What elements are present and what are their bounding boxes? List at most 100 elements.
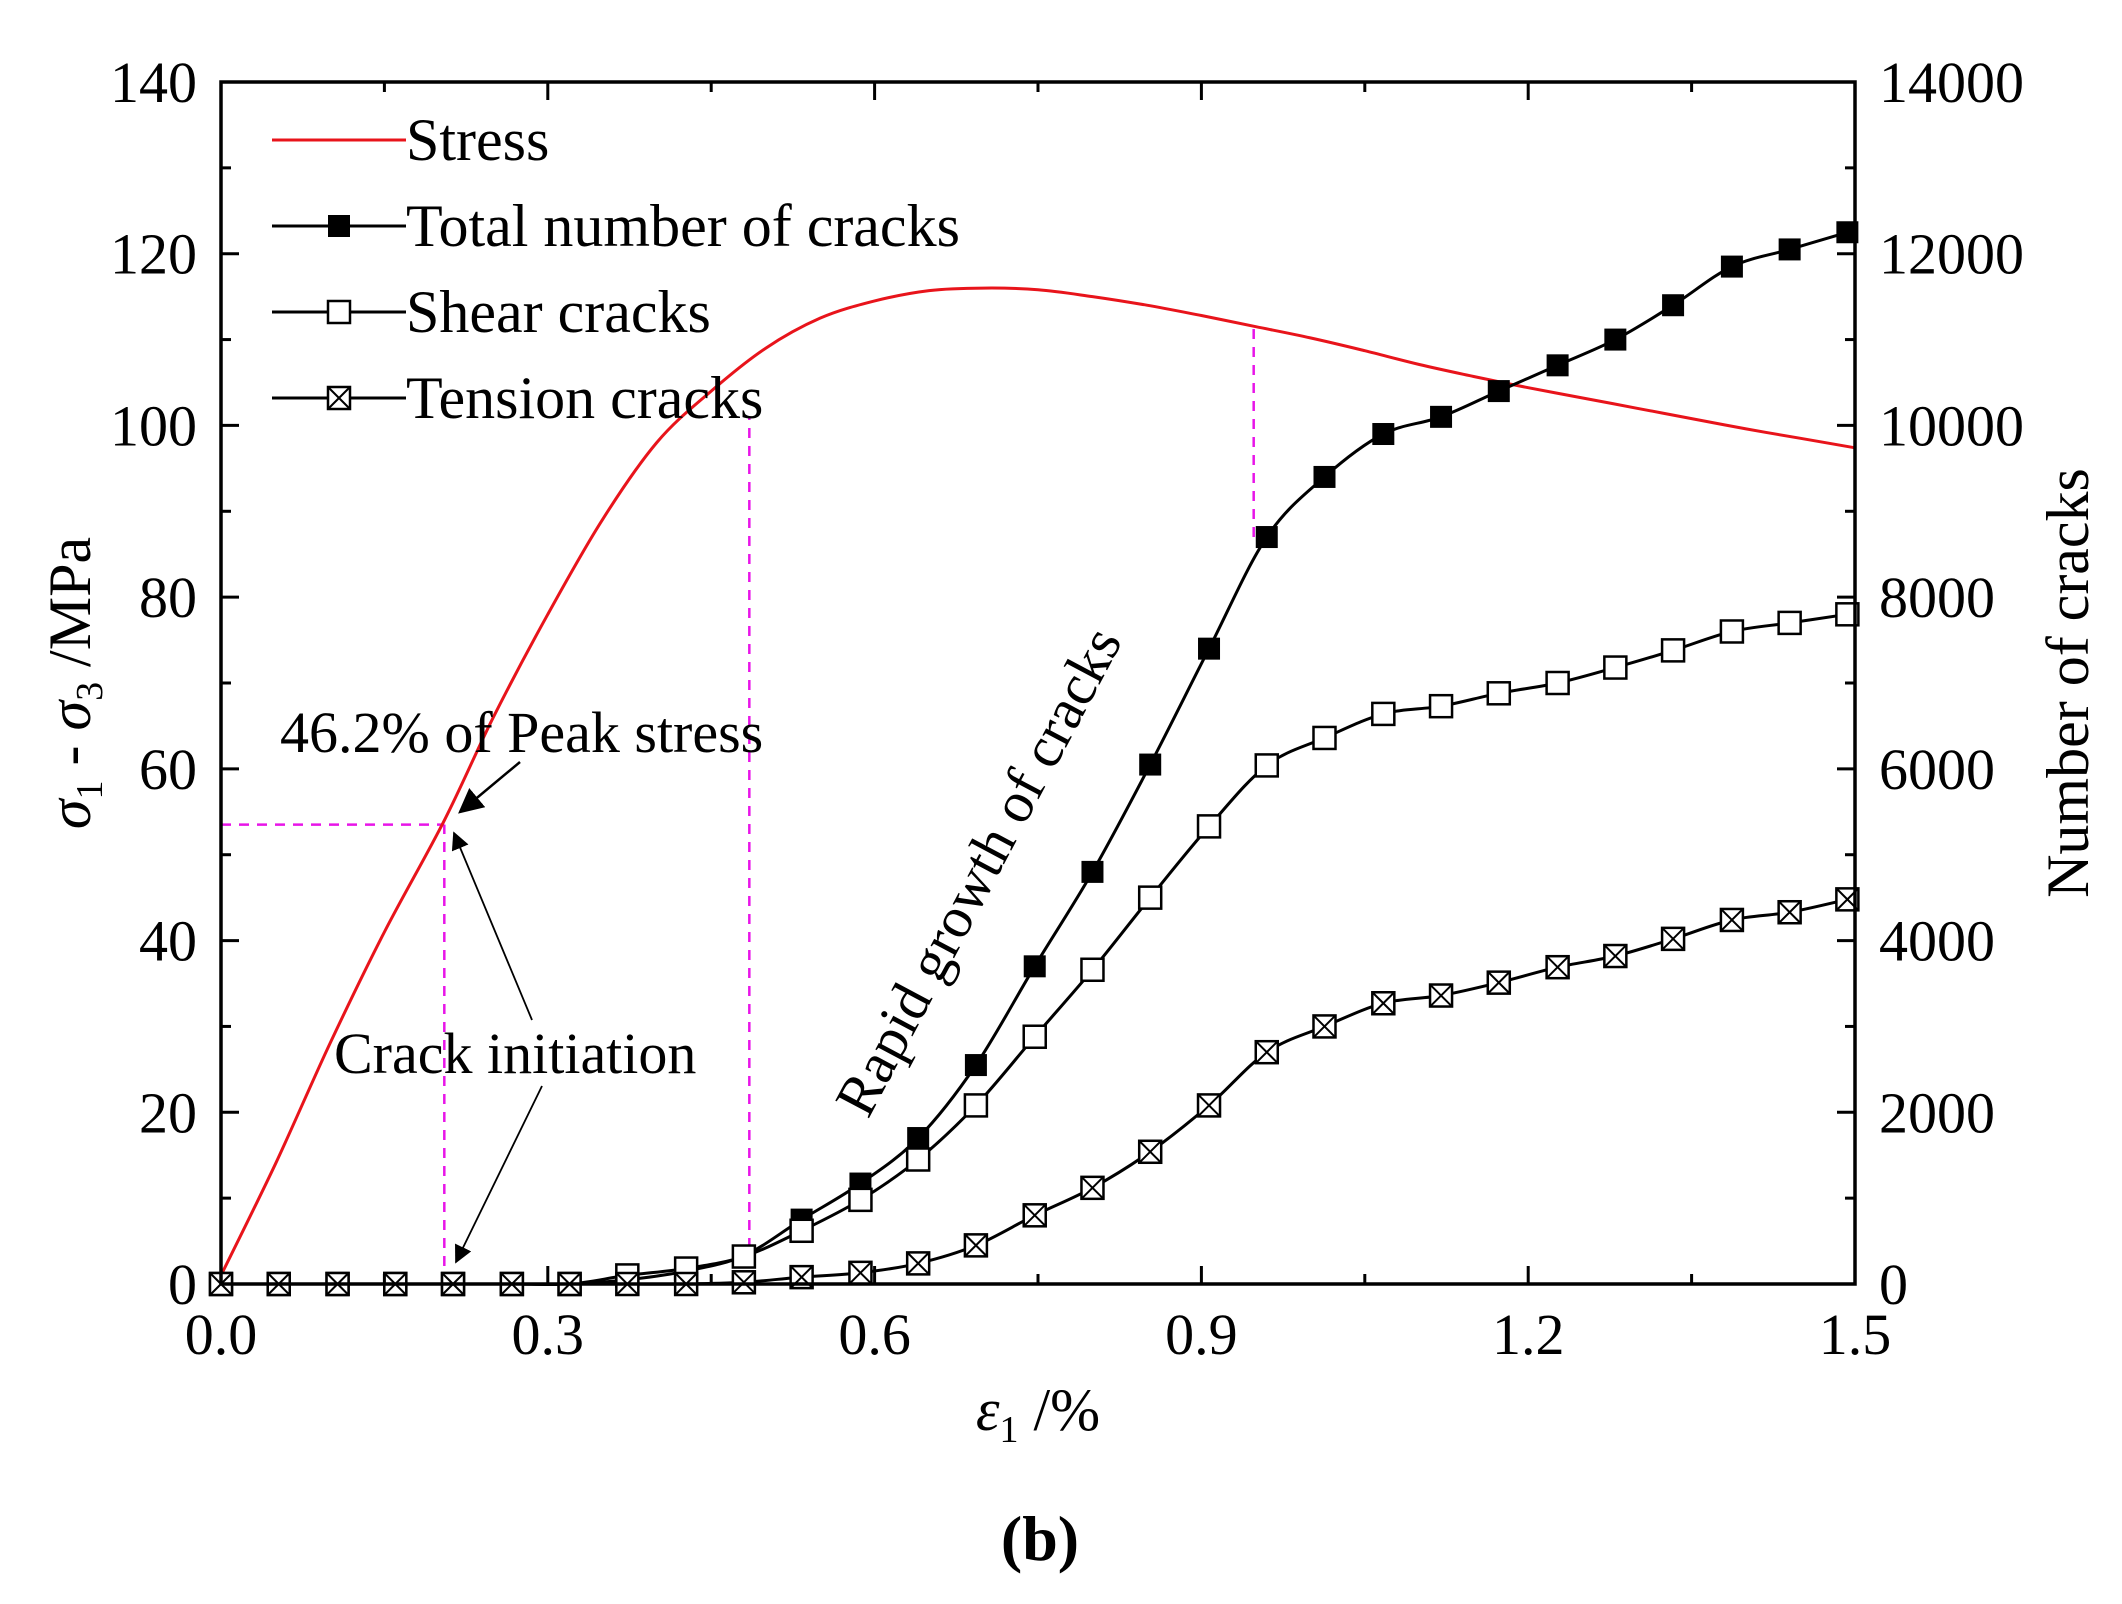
- point-tension-cracks: [1660, 926, 1686, 952]
- x-tick-label: 0.3: [512, 1302, 585, 1367]
- point-total-cracks: [1372, 423, 1395, 446]
- point-tension-cross-b: [906, 1251, 930, 1276]
- y-left-tick-label: 20: [139, 1080, 197, 1145]
- point-tension-cracks: [1080, 1175, 1105, 1201]
- annotation-peak-stress: 46.2% of Peak stress: [280, 700, 763, 765]
- y-right-tick-label: 8000: [1879, 565, 1995, 630]
- y-left-tick-label: 40: [139, 909, 197, 974]
- point-tension-cracks: [1545, 954, 1570, 980]
- point-tension-cracks: [1137, 1139, 1163, 1165]
- point-shear-cracks: [1428, 693, 1454, 719]
- point-tension-cross-b: [1720, 908, 1744, 932]
- point-shear-cracks: [848, 1187, 873, 1213]
- point-shear-cracks: [1080, 957, 1105, 983]
- y-left-minus: -: [37, 731, 103, 781]
- point-total-cracks: [1023, 955, 1046, 978]
- y-left-symbol-a: σ: [37, 797, 103, 829]
- point-tension-cross-b: [964, 1233, 988, 1258]
- y-right-tick-label: 12000: [1879, 222, 2024, 287]
- point-tension-cross-b: [848, 1261, 873, 1285]
- legend-item-stress: Stress: [272, 107, 549, 173]
- point-shear-cracks: [731, 1244, 757, 1269]
- point-total-cracks: [1546, 354, 1569, 377]
- point-total-cracks: [1604, 328, 1627, 351]
- y-right-tick-label: 14000: [1879, 50, 2024, 115]
- x-tick-label: 0.6: [838, 1302, 911, 1367]
- series-layer: [208, 221, 1860, 1297]
- point-shear-cracks: [905, 1147, 931, 1172]
- point-shear-cracks: [1137, 885, 1163, 910]
- point-tension-cross-b: [1487, 970, 1511, 995]
- point-tension-cracks: [1486, 970, 1512, 995]
- series-tension-cracks: [208, 887, 1860, 1297]
- point-tension-cross-b: [1138, 1140, 1162, 1164]
- point-total-cracks: [1198, 637, 1221, 660]
- x-axis-symbol: ε: [976, 1377, 1000, 1443]
- y-left-sub-a: 1: [69, 781, 111, 800]
- x-tick-label: 0.9: [1165, 1302, 1238, 1367]
- legend-label-tension: Tension cracks: [406, 365, 763, 431]
- annotation-arrows: [451, 761, 543, 1264]
- x-tick-label: 1.5: [1819, 1302, 1892, 1367]
- annotation-crack-initiation: Crack initiation: [334, 1021, 696, 1086]
- series-stress: [219, 286, 1856, 1277]
- series-line-stress: [219, 286, 1856, 1277]
- y-right-axis-title: Number of cracks: [2035, 468, 2101, 898]
- y-right-tick-label: 10000: [1879, 393, 2024, 458]
- y-right-tick-label: 6000: [1879, 737, 1995, 802]
- x-tick-label: 1.2: [1492, 1302, 1565, 1367]
- axis-ticks: 0.0 0.3 0.6 0.9 1.2 1.50204060801001201400200…: [110, 50, 2024, 1367]
- point-tension-cracks: [1428, 983, 1454, 1008]
- point-shear-cracks: [1660, 638, 1686, 663]
- point-tension-cross-b: [1255, 1040, 1279, 1064]
- arrow-peak-stress: [458, 761, 521, 814]
- legend-marker-total: [328, 215, 350, 237]
- legend-item-tension: Tension cracks: [272, 365, 763, 431]
- legend: Stress Total number of cracks Shear crac…: [272, 107, 960, 431]
- point-shear-cracks: [789, 1218, 814, 1244]
- point-tension-cracks: [848, 1260, 873, 1286]
- point-shear-cracks: [1371, 701, 1396, 727]
- point-shear-cracks: [1603, 655, 1628, 680]
- point-tension-cracks: [1022, 1203, 1047, 1228]
- point-shear-cracks: [1486, 681, 1512, 706]
- point-tension-cracks: [1777, 899, 1802, 925]
- x-axis-unit: /%: [1019, 1377, 1101, 1443]
- point-shear-cracks: [1777, 610, 1802, 636]
- point-total-cracks: [1487, 380, 1510, 403]
- point-shear-cracks: [1312, 725, 1337, 751]
- y-left-tick-label: 0: [168, 1252, 197, 1317]
- y-right-tick-label: 4000: [1879, 909, 1995, 974]
- point-shear-cracks: [1835, 602, 1860, 627]
- legend-marker-tension: [326, 385, 352, 411]
- legend-label-stress: Stress: [406, 107, 549, 173]
- point-shear-cracks: [1196, 814, 1222, 839]
- x-axis-title: ε1 /%: [976, 1377, 1100, 1451]
- legend-item-total: Total number of cracks: [272, 193, 960, 259]
- point-shear-cracks: [1719, 619, 1745, 644]
- y-left-tick-label: 100: [110, 393, 197, 458]
- point-total-cracks: [1430, 405, 1453, 428]
- point-total-cracks: [1836, 221, 1859, 244]
- point-tension-cross-b: [1312, 1014, 1337, 1039]
- point-tension-cross-b: [1080, 1176, 1105, 1200]
- y-left-tick-label: 120: [110, 222, 197, 287]
- point-tension-cracks: [1196, 1093, 1222, 1118]
- legend-item-shear: Shear cracks: [272, 279, 711, 345]
- point-total-cracks: [1778, 238, 1801, 261]
- point-shear-cracks: [1022, 1024, 1047, 1049]
- y-left-unit: /MPa: [37, 537, 103, 682]
- point-tension-cracks: [1312, 1014, 1337, 1039]
- point-shear-cracks: [1254, 753, 1280, 778]
- y-left-sub-b: 3: [69, 682, 111, 701]
- legend-marker-shear: [326, 299, 352, 325]
- point-tension-cracks: [1371, 990, 1396, 1016]
- point-tension-cross-b: [1777, 900, 1802, 924]
- point-shear-cracks: [1545, 670, 1570, 696]
- point-total-cracks: [1255, 526, 1278, 549]
- point-shear-cracks: [963, 1093, 989, 1118]
- point-total-cracks: [1081, 860, 1104, 883]
- guide-lines: [221, 326, 1255, 1284]
- y-left-tick-label: 60: [139, 737, 197, 802]
